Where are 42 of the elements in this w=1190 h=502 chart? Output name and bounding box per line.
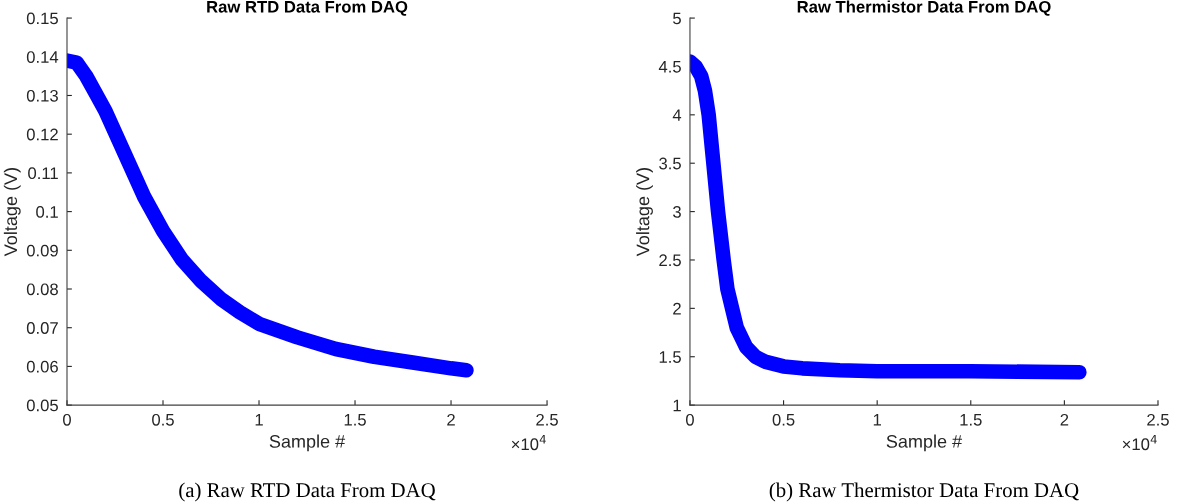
y-tick-label: 0.13 [26, 89, 58, 102]
y-axis-title: Voltage (V) [636, 168, 653, 257]
y-tick-label: 0.09 [26, 244, 58, 257]
x-tick-label: 1 [255, 414, 263, 426]
x-tick-label: 2 [447, 413, 455, 426]
y-tick-label: 1 [673, 399, 681, 412]
y-tick-label: 3.5 [659, 157, 681, 170]
y-tick-label: 0.1 [36, 205, 58, 218]
x-tick-label: 2.5 [1147, 413, 1169, 426]
y-tick-label: 3 [673, 205, 681, 218]
y-tick-label: 1.5 [659, 351, 681, 363]
y-tick-label: 0.11 [28, 167, 58, 180]
y-tick-label: 0.14 [26, 51, 59, 63]
text: (a) Raw RTD Data From DAQ [179, 482, 436, 502]
x-axis-title: Sample # [886, 434, 963, 452]
y-tick-label: 0.08 [26, 283, 58, 296]
y-tick-label: 0.05 [26, 399, 58, 412]
x-tick-label: 1.5 [960, 414, 982, 426]
y-tick-label: 5 [673, 12, 681, 25]
y-tick-label: 0.07 [26, 322, 58, 334]
y-tick-label: 2.5 [659, 254, 681, 267]
y-tick-label: 0.06 [26, 360, 58, 373]
y-tick-label: 0.12 [26, 128, 58, 141]
text: ×10$^{4}$ [511, 435, 546, 451]
x-tick-label: 0 [685, 413, 694, 426]
text: (b) Raw Thermistor Data From DAQ [769, 482, 1079, 502]
y-tick-label: 0.15 [26, 12, 58, 25]
x-tick-label: 0.5 [772, 413, 795, 426]
chart-title: Raw RTD Data From DAQ [207, 0, 408, 16]
y-tick-label: 4 [672, 109, 682, 121]
x-tick-label: 1.5 [344, 414, 366, 426]
x-tick-label: 1 [873, 414, 881, 426]
x-tick-label: 2 [1060, 413, 1069, 426]
x-tick-label: 0 [63, 413, 71, 426]
y-tick-label: 4.5 [658, 61, 681, 73]
y-axis-title: Voltage (V) [3, 168, 21, 257]
y-tick-label: 2 [673, 302, 681, 315]
x-tick-label: 2.5 [536, 413, 558, 426]
chart-title: Raw Thermistor Data From DAQ [797, 0, 1051, 16]
text: ×10$^{4}$ [1122, 435, 1157, 451]
x-axis-title: Sample # [269, 434, 346, 452]
x-tick-label: 0.5 [152, 413, 174, 426]
